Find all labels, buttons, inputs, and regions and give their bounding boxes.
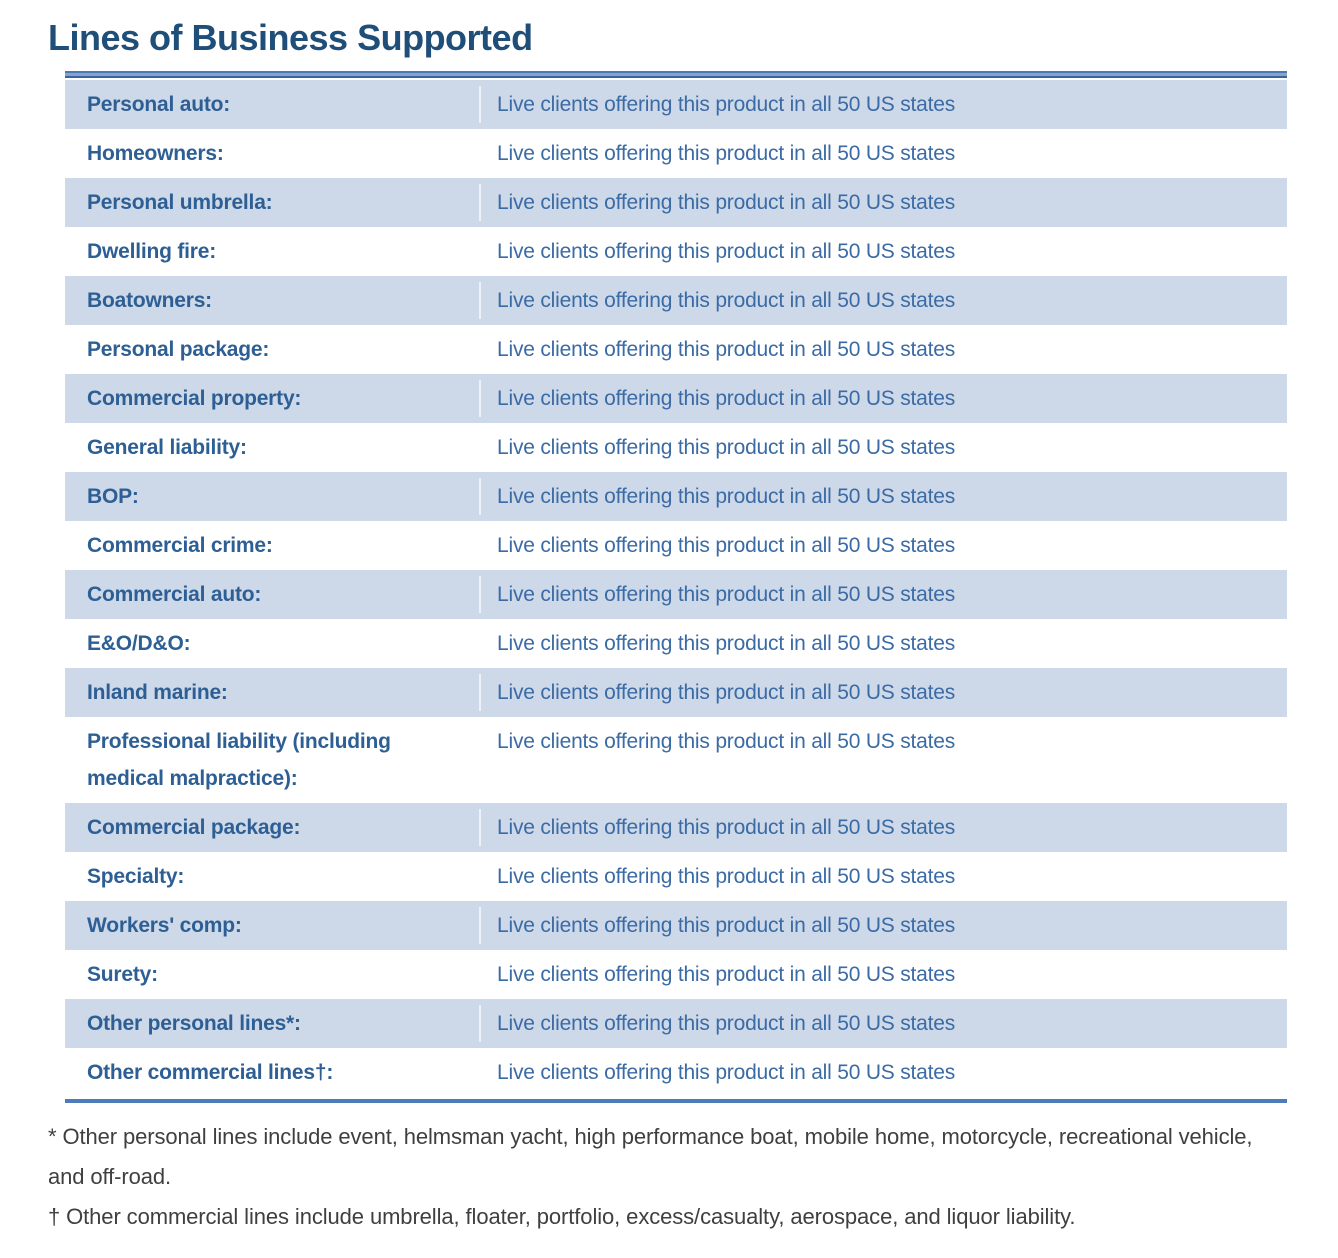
row-label: General liability: (87, 436, 247, 460)
table-row: Commercial package: Live clients offerin… (65, 803, 1287, 853)
row-label: Dwelling fire: (87, 240, 217, 264)
row-label: Commercial crime: (87, 534, 273, 558)
table-row: Commercial property: Live clients offeri… (65, 374, 1287, 424)
table-row: Workers' comp: Live clients offering thi… (65, 901, 1287, 951)
row-value: Live clients offering this product in al… (497, 963, 956, 987)
footnotes: * Other personal lines include event, he… (48, 1117, 1290, 1237)
table-bottom-border (65, 1099, 1287, 1104)
row-value: Live clients offering this product in al… (497, 240, 956, 264)
row-label: Homeowners: (87, 142, 224, 166)
footnote-other-commercial-lines: † Other commercial lines include umbrell… (48, 1204, 1076, 1230)
table-row: Dwelling fire: Live clients offering thi… (65, 227, 1287, 276)
row-label: Other commercial lines†: (87, 1061, 334, 1085)
table-row: Commercial crime: Live clients offering … (65, 521, 1287, 570)
row-label: Specialty: (87, 865, 185, 889)
row-value: Live clients offering this product in al… (497, 632, 956, 656)
row-label: Other personal lines*: (65, 1005, 481, 1043)
row-value: Live clients offering this product in al… (497, 1012, 956, 1036)
row-value: Live clients offering this product in al… (497, 338, 956, 362)
row-value: Live clients offering this product in al… (497, 142, 956, 166)
row-value: Live clients offering this product in al… (497, 914, 956, 938)
row-value: Live clients offering this product in al… (497, 387, 956, 411)
row-label: Inland marine: (65, 674, 481, 712)
table-row: Homeowners: Live clients offering this p… (65, 129, 1287, 178)
page-title: Lines of Business Supported (48, 17, 533, 58)
row-value: Live clients offering this product in al… (497, 485, 956, 509)
table-row: Inland marine: Live clients offering thi… (65, 668, 1287, 718)
row-label: Professional liability (including medica… (87, 730, 391, 791)
row-value: Live clients offering this product in al… (497, 865, 956, 889)
row-label: BOP: (65, 478, 481, 516)
table-row: Other personal lines*: Live clients offe… (65, 999, 1287, 1049)
table-row: Personal auto: Live clients offering thi… (65, 80, 1287, 130)
table-row: Professional liability (including medica… (65, 717, 1287, 803)
row-value: Live clients offering this product in al… (497, 191, 956, 215)
row-value: Live clients offering this product in al… (497, 583, 956, 607)
table-row: Surety: Live clients offering this produ… (65, 950, 1287, 999)
row-value: Live clients offering this product in al… (497, 730, 956, 754)
row-value: Live clients offering this product in al… (497, 436, 956, 460)
row-value: Live clients offering this product in al… (497, 289, 956, 313)
row-value: Live clients offering this product in al… (497, 816, 956, 840)
table-row: E&O/D&O: Live clients offering this prod… (65, 619, 1287, 668)
footnote-other-personal-lines: * Other personal lines include event, he… (48, 1124, 1253, 1190)
table-row: Boatowners: Live clients offering this p… (65, 276, 1287, 326)
row-value: Live clients offering this product in al… (497, 93, 956, 117)
row-label: Personal auto: (65, 86, 481, 124)
row-value: Live clients offering this product in al… (497, 534, 956, 558)
row-label: Commercial property: (65, 380, 481, 418)
table-row: Specialty: Live clients offering this pr… (65, 852, 1287, 901)
table-top-border (65, 71, 1287, 79)
table-row: Commercial auto: Live clients offering t… (65, 570, 1287, 620)
table-row: General liability: Live clients offering… (65, 423, 1287, 472)
row-label: Commercial package: (65, 809, 481, 847)
row-label: Personal umbrella: (65, 184, 481, 222)
table-row: Personal umbrella: Live clients offering… (65, 178, 1287, 228)
table-row: Other commercial lines†: Live clients of… (65, 1048, 1287, 1097)
table-row: BOP: Live clients offering this product … (65, 472, 1287, 522)
row-label: Personal package: (87, 338, 270, 362)
table-rows: Personal auto: Live clients offering thi… (65, 80, 1287, 1097)
row-value: Live clients offering this product in al… (497, 1061, 956, 1085)
row-label: E&O/D&O: (87, 632, 191, 656)
row-label: Commercial auto: (65, 576, 481, 614)
row-label: Workers' comp: (65, 907, 481, 945)
row-value: Live clients offering this product in al… (497, 681, 956, 705)
row-label: Boatowners: (65, 282, 481, 320)
row-label: Surety: (87, 963, 158, 987)
lines-of-business-table: Personal auto: Live clients offering thi… (65, 71, 1287, 1104)
table-row: Personal package: Live clients offering … (65, 325, 1287, 374)
